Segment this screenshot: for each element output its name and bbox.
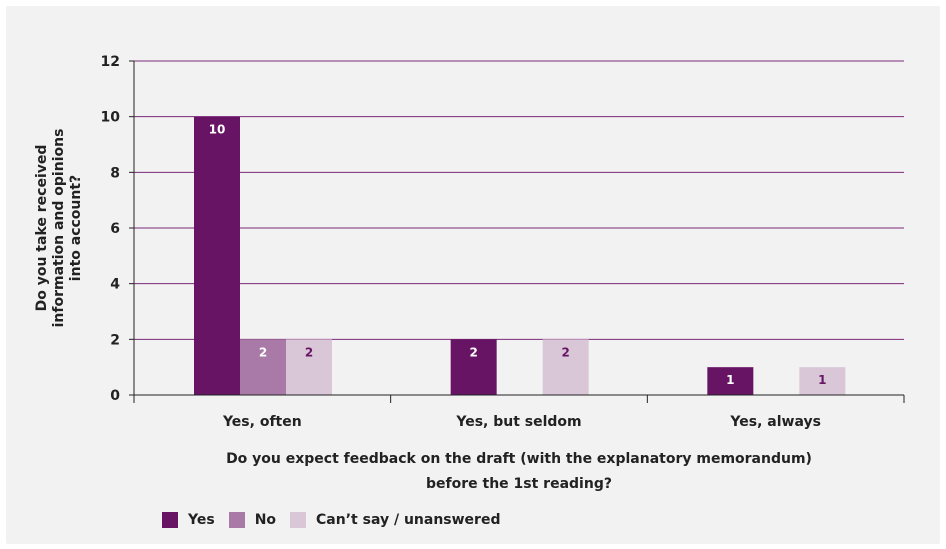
x-tick-labels: Yes, often Yes, but seldom Yes, always xyxy=(222,414,821,430)
legend-swatch-yes xyxy=(162,512,178,528)
legend-label-cant-say: Can’t say / unanswered xyxy=(316,512,501,528)
legend-label-yes: Yes xyxy=(188,512,215,528)
y-axis-title: Do you take receivedinformation and opin… xyxy=(34,129,84,328)
data-label: 10 xyxy=(209,123,226,137)
x-tick-label: Yes, but seldom xyxy=(455,414,581,430)
x-tick-label: Yes, often xyxy=(222,414,302,430)
y-tick-label: 2 xyxy=(110,332,120,348)
data-label: 1 xyxy=(818,373,826,387)
bars xyxy=(194,116,846,396)
legend-item-no: No xyxy=(228,512,277,528)
data-labels: 10 2 2 2 2 1 1 xyxy=(209,123,827,387)
y-axis-title-line: into account? xyxy=(68,175,84,281)
data-label: 1 xyxy=(726,373,734,387)
legend: Yes No Can’t say / unanswered xyxy=(162,511,514,529)
bar-0-1 xyxy=(450,339,497,395)
y-tick-label: 4 xyxy=(110,277,120,293)
legend-label-no: No xyxy=(254,512,277,528)
bar-1-0 xyxy=(240,339,286,395)
bar-0-2 xyxy=(707,367,754,395)
legend-item-yes: Yes xyxy=(162,512,215,528)
y-tick-label: 6 xyxy=(110,221,120,237)
y-axis-title-line: Do you take received xyxy=(34,145,50,312)
gridlines xyxy=(134,60,904,340)
y-axis-title-line: information and opinions xyxy=(51,129,67,328)
chart-panel xyxy=(6,6,940,544)
y-tick-label: 0 xyxy=(110,388,120,404)
data-label: 2 xyxy=(305,345,313,359)
bar-2-0 xyxy=(286,339,332,395)
x-axis-title-line: before the 1st reading? xyxy=(426,476,612,492)
legend-swatch-no xyxy=(228,512,245,528)
x-axis-title-line: Do you expect feedback on the draft (wit… xyxy=(226,451,812,467)
y-tick-label: 12 xyxy=(101,54,120,70)
data-label: 2 xyxy=(561,345,569,359)
legend-swatch-cant-say xyxy=(290,512,307,528)
data-label: 2 xyxy=(469,345,477,359)
legend-item-cant-say: Can’t say / unanswered xyxy=(290,512,500,528)
axes xyxy=(129,60,905,403)
y-tick-label: 10 xyxy=(101,110,121,126)
bar-2-2 xyxy=(799,367,846,395)
y-tick-label: 8 xyxy=(110,165,120,181)
x-axis-title: Do you expect feedback on the draft (wit… xyxy=(226,451,812,492)
x-tick-label: Yes, always xyxy=(729,414,821,430)
data-label: 2 xyxy=(259,345,267,359)
bar-2-1 xyxy=(542,339,589,395)
bar-0-0 xyxy=(194,116,240,396)
y-tick-labels: 0 2 4 6 8 10 12 xyxy=(101,54,121,404)
